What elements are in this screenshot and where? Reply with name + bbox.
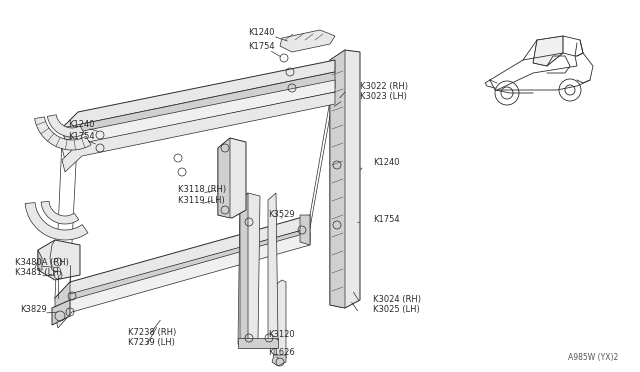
Polygon shape	[47, 115, 84, 137]
Text: K3119 (LH): K3119 (LH)	[178, 196, 225, 205]
Polygon shape	[55, 215, 310, 310]
Text: K3829: K3829	[20, 305, 47, 314]
Text: K3480A (RH): K3480A (RH)	[15, 258, 69, 267]
Polygon shape	[533, 36, 563, 66]
Text: K3529: K3529	[268, 210, 294, 219]
Polygon shape	[218, 138, 246, 218]
Polygon shape	[280, 30, 335, 52]
Polygon shape	[38, 240, 80, 280]
Polygon shape	[55, 282, 70, 315]
Polygon shape	[41, 201, 79, 224]
Polygon shape	[25, 203, 88, 240]
Polygon shape	[274, 280, 286, 363]
Polygon shape	[268, 193, 278, 345]
Text: K1626: K1626	[268, 348, 295, 357]
Polygon shape	[52, 300, 70, 325]
Text: K3481 (LH): K3481 (LH)	[15, 268, 62, 277]
Text: K3023 (LH): K3023 (LH)	[360, 92, 407, 101]
Polygon shape	[55, 232, 310, 328]
Polygon shape	[62, 92, 335, 172]
Polygon shape	[38, 250, 42, 270]
Text: K3120: K3120	[268, 330, 294, 339]
Polygon shape	[218, 138, 230, 218]
Polygon shape	[330, 50, 360, 308]
Polygon shape	[62, 80, 335, 160]
Polygon shape	[330, 50, 345, 308]
Text: K3022 (RH): K3022 (RH)	[360, 82, 408, 91]
Text: K7239 (LH): K7239 (LH)	[128, 338, 175, 347]
Text: K1240: K1240	[68, 120, 95, 129]
Text: K3025 (LH): K3025 (LH)	[373, 305, 420, 314]
Polygon shape	[240, 193, 248, 348]
Polygon shape	[300, 215, 310, 245]
Polygon shape	[35, 117, 91, 150]
Text: K3118 (RH): K3118 (RH)	[178, 185, 226, 194]
Polygon shape	[55, 228, 310, 310]
Polygon shape	[62, 60, 335, 140]
Text: K1240: K1240	[248, 28, 275, 37]
Polygon shape	[238, 193, 260, 348]
Text: K3024 (RH): K3024 (RH)	[373, 295, 421, 304]
Text: K1754: K1754	[373, 215, 399, 224]
Text: A985W (YX)2: A985W (YX)2	[568, 353, 618, 362]
Text: K7238 (RH): K7238 (RH)	[128, 328, 176, 337]
Text: K1240: K1240	[373, 158, 399, 167]
Polygon shape	[62, 72, 335, 140]
Text: K1754: K1754	[248, 42, 275, 51]
Polygon shape	[238, 338, 278, 348]
Text: K1754: K1754	[68, 132, 95, 141]
Polygon shape	[272, 355, 286, 366]
